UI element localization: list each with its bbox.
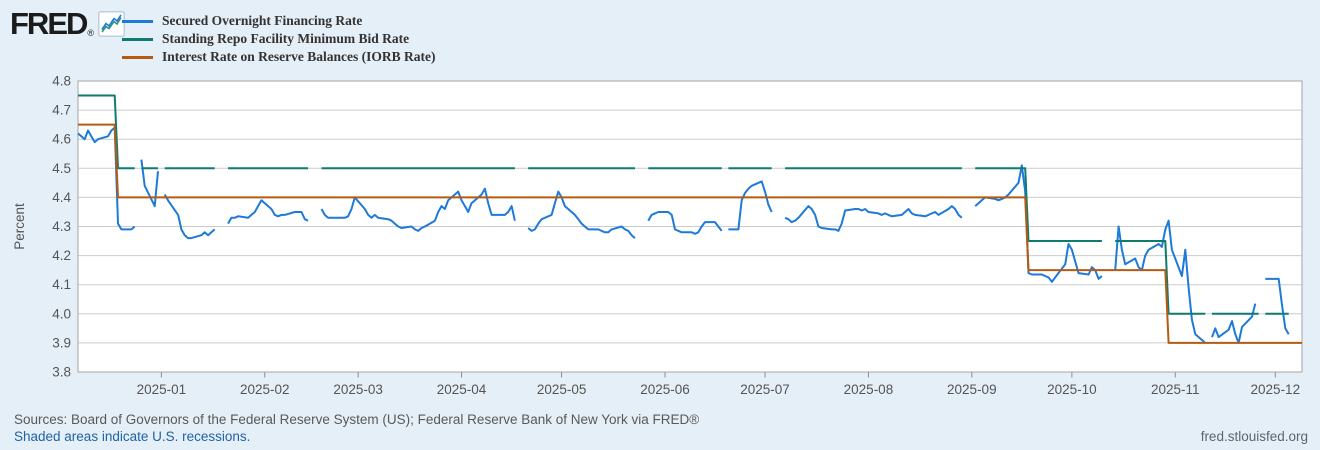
series-line-2 <box>78 123 1302 344</box>
legend-line-sample-iorb <box>122 55 153 59</box>
x-tick-label: 2025-02 <box>240 382 290 397</box>
legend-item-sofr: Secured Overnight Financing Rate <box>122 12 435 30</box>
y-axis-title: Percent <box>12 203 27 250</box>
y-tick-label: 3.9 <box>52 335 71 350</box>
x-tick-label: 2025-04 <box>437 382 487 397</box>
y-tick-label: 4.4 <box>52 190 71 205</box>
legend-label-sofr: Secured Overnight Financing Rate <box>162 13 363 28</box>
sources-note: Sources: Board of Governors of the Feder… <box>14 412 700 427</box>
registered-trademark-icon: ® <box>87 28 95 38</box>
legend-label-srf: Standing Repo Facility Minimum Bid Rate <box>162 31 410 46</box>
x-tick-label: 2025-12 <box>1251 382 1301 397</box>
y-tick-label: 4.6 <box>52 132 71 147</box>
x-tick-label: 2025-01 <box>137 382 187 397</box>
y-tick-label: 3.8 <box>52 365 71 380</box>
chart-legend: Secured Overnight Financing Rate Standin… <box>122 12 435 66</box>
x-tick-label: 2025-11 <box>1151 382 1200 397</box>
y-tick-label: 4.5 <box>52 161 71 176</box>
x-tick-label: 2025-05 <box>537 382 587 397</box>
y-tick-label: 4.1 <box>52 277 71 292</box>
fred-logo[interactable]: FRED ® <box>10 6 126 41</box>
legend-item-srf: Standing Repo Facility Minimum Bid Rate <box>122 30 435 48</box>
recessions-note-link[interactable]: Shaded areas indicate U.S. recessions. <box>14 429 251 444</box>
y-tick-label: 4.7 <box>52 103 71 118</box>
x-tick-label: 2025-10 <box>1047 382 1097 397</box>
fred-logo-text: FRED <box>10 6 88 41</box>
series-line-0 <box>77 126 1290 344</box>
y-tick-label: 4.3 <box>52 219 71 234</box>
legend-line-sample-srf <box>122 37 153 41</box>
y-tick-label: 4.8 <box>52 74 71 89</box>
legend-label-iorb: Interest Rate on Reserve Balances (IORB … <box>162 49 436 64</box>
x-tick-label: 2025-03 <box>333 382 383 397</box>
x-tick-label: 2025-09 <box>947 382 997 397</box>
legend-line-sample-sofr <box>122 19 153 23</box>
series-line-1 <box>78 94 1289 315</box>
fred-site-link[interactable]: fred.stlouisfed.org <box>1200 429 1308 444</box>
fred-sparkline-icon <box>98 11 126 37</box>
legend-item-iorb: Interest Rate on Reserve Balances (IORB … <box>122 48 435 66</box>
x-tick-label: 2025-08 <box>844 382 894 397</box>
plot-border <box>77 80 1303 373</box>
y-tick-label: 4.2 <box>52 248 71 263</box>
y-tick-label: 4.0 <box>52 306 71 321</box>
x-tick-label: 2025-06 <box>640 382 690 397</box>
x-tick-label: 2025-07 <box>740 382 790 397</box>
